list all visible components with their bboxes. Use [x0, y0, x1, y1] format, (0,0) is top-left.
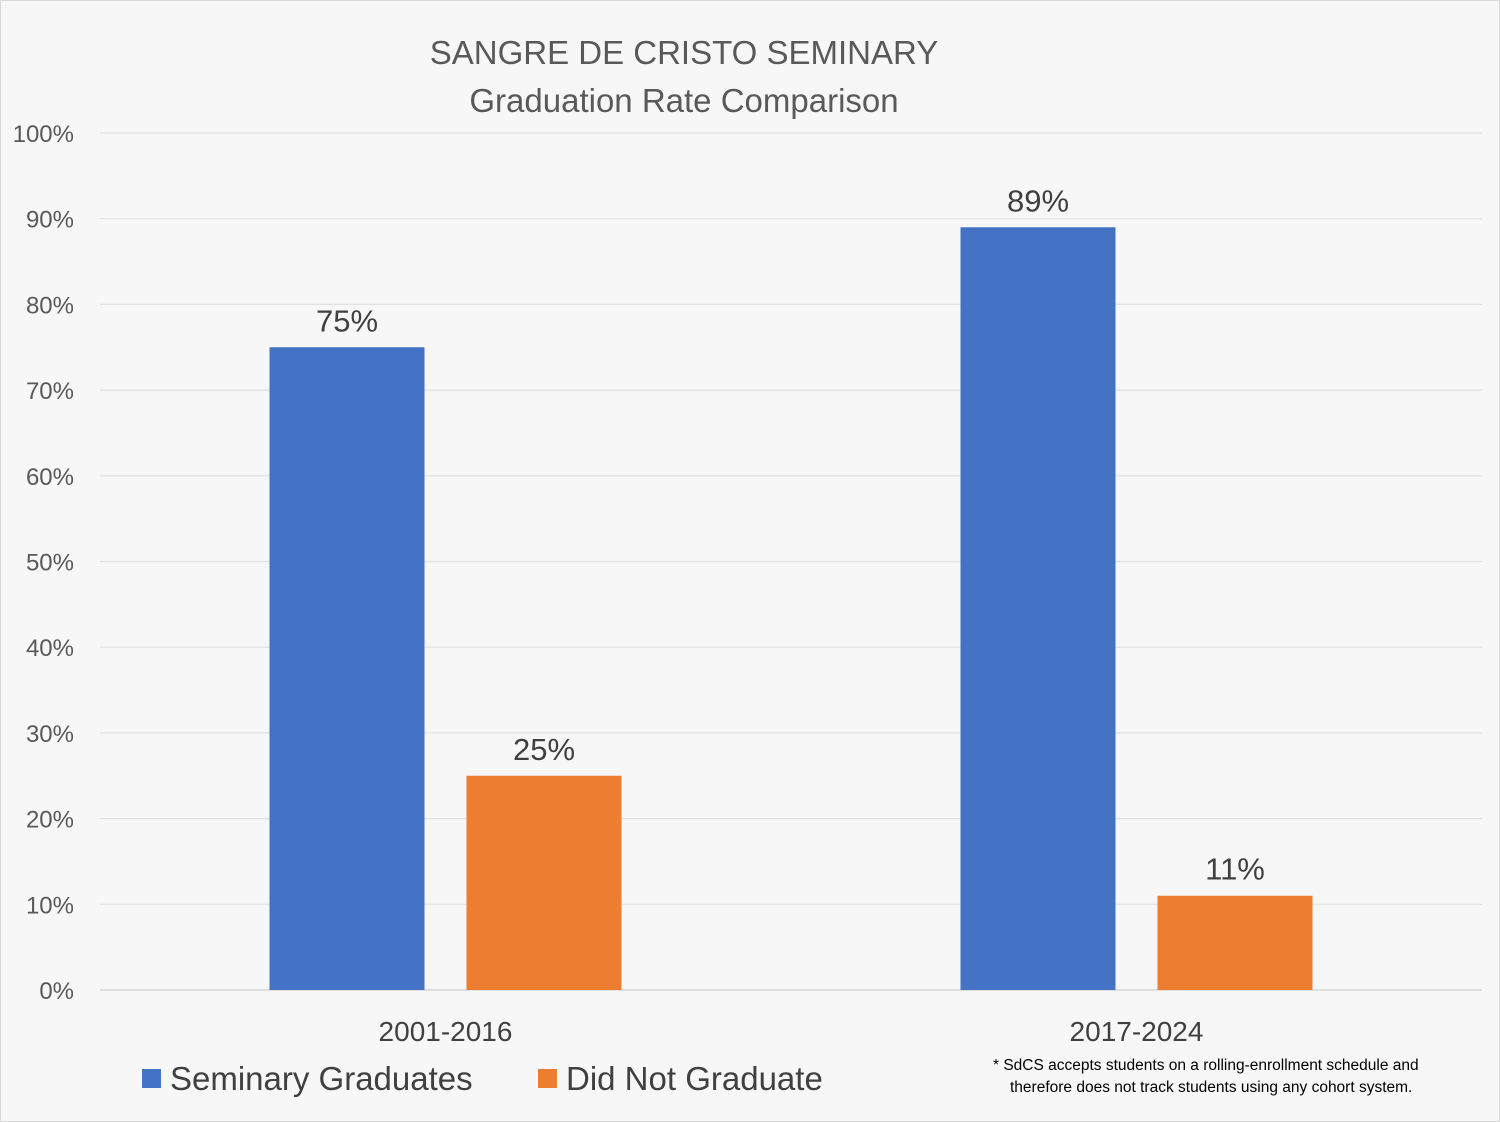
x-category-label: 2001-2016 — [379, 1016, 513, 1047]
y-tick-label: 50% — [26, 550, 74, 577]
footnote-line-2: therefore does not track students using … — [1010, 1079, 1412, 1096]
y-tick-label: 60% — [26, 464, 74, 491]
x-axis-categories: 2001-2016 2017-2024 — [379, 1016, 1204, 1047]
chart-title: SANGRE DE CRISTO SEMINARY — [430, 34, 939, 71]
y-tick-label: 70% — [26, 378, 74, 405]
bars — [269, 227, 1313, 990]
y-tick-label: 100% — [13, 121, 74, 148]
data-label-seminary-graduates-2017-2024: 89% — [1007, 183, 1069, 218]
y-tick-label: 40% — [26, 635, 74, 662]
legend: Seminary Graduates Did Not Graduate — [142, 1060, 823, 1097]
legend-label-seminary-graduates: Seminary Graduates — [170, 1060, 473, 1097]
footnote-line-1: * SdCS accepts students on a rolling-enr… — [993, 1057, 1419, 1074]
y-tick-label: 80% — [26, 292, 74, 319]
y-axis-ticks: 0% 10% 20% 30% 40% 50% 60% 70% 80% 90% 100% — [13, 121, 74, 1005]
y-tick-label: 30% — [26, 721, 74, 748]
bar-seminary-graduates-2001-2016 — [269, 347, 425, 990]
bar-seminary-graduates-2017-2024 — [960, 227, 1116, 990]
data-labels: 75% 25% 89% 11% — [316, 183, 1265, 886]
legend-item-did-not-graduate: Did Not Graduate — [538, 1060, 823, 1097]
y-tick-label: 0% — [39, 978, 74, 1005]
y-tick-label: 20% — [26, 807, 74, 834]
data-label-did-not-graduate-2001-2016: 25% — [513, 732, 575, 767]
legend-label-did-not-graduate: Did Not Graduate — [566, 1060, 823, 1097]
bar-did-not-graduate-2001-2016 — [466, 775, 622, 990]
x-category-label: 2017-2024 — [1070, 1016, 1204, 1047]
y-tick-label: 10% — [26, 892, 74, 919]
y-tick-label: 90% — [26, 207, 74, 234]
legend-swatch-did-not-graduate — [538, 1069, 557, 1088]
legend-swatch-seminary-graduates — [142, 1069, 161, 1088]
bar-did-not-graduate-2017-2024 — [1157, 895, 1313, 990]
chart-subtitle: Graduation Rate Comparison — [469, 82, 898, 119]
legend-item-seminary-graduates: Seminary Graduates — [142, 1060, 473, 1097]
data-label-seminary-graduates-2001-2016: 75% — [316, 303, 378, 338]
footnote: * SdCS accepts students on a rolling-enr… — [993, 1057, 1419, 1096]
data-label-did-not-graduate-2017-2024: 11% — [1205, 852, 1265, 887]
